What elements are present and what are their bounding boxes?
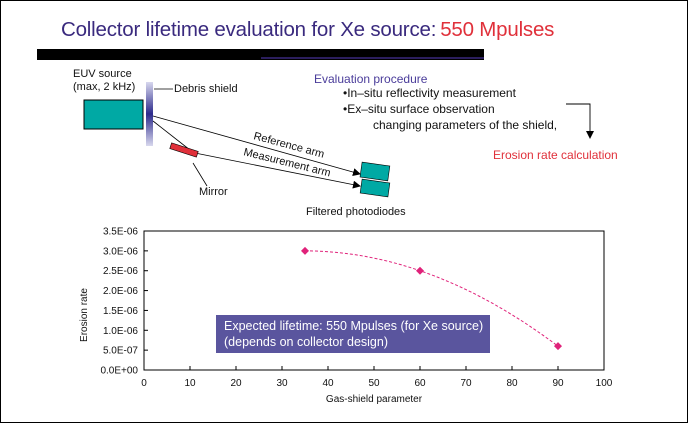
euv-source-label-2: (max, 2 kHz)	[73, 81, 136, 93]
y-tick-label: 3.5E-06	[103, 227, 138, 238]
mirror	[169, 142, 199, 158]
slide-title: Collector lifetime evaluation for Xe sou…	[61, 18, 554, 42]
setup-diagram: Reference arm Measurement arm	[83, 82, 594, 198]
procedure-arrow	[566, 103, 594, 139]
x-tick-label: 30	[276, 378, 288, 389]
photodiodes-label: Filtered photodiodes	[306, 206, 406, 218]
series-trendline	[305, 250, 559, 347]
y-axis-ticks: 0.0E+00 5.0E-07 1.0E-06 1.5E-06 2.0E-06 2.5E-…	[100, 227, 148, 377]
y-tick-label: 2.5E-06	[103, 266, 138, 277]
lifetime-annotation: Expected lifetime: 550 Mpulses (for Xe s…	[216, 315, 490, 353]
data-point-marker	[416, 266, 424, 275]
erosion-rate-chart: 0.0E+00 5.0E-07 1.0E-06 1.5E-06 2.0E-06 2.5E-…	[79, 227, 613, 406]
title-accent: 550 Mpulses	[440, 18, 555, 41]
y-tick-label: 1.5E-06	[103, 306, 138, 317]
procedure-title: Evaluation procedure	[314, 72, 428, 86]
y-axis-label: Erosion rate	[79, 288, 90, 342]
y-tick-label: 0.0E+00	[100, 366, 138, 377]
x-tick-label: 90	[552, 378, 564, 389]
y-tick-label: 2.0E-06	[103, 286, 138, 297]
euv-source-label-1: EUV source	[73, 68, 132, 80]
reference-arm-beam	[152, 115, 361, 176]
mirror-label: Mirror	[199, 186, 228, 198]
data-point-marker	[301, 246, 309, 255]
procedure-result: Erosion rate calculation	[493, 148, 618, 162]
x-tick-label: 70	[460, 378, 472, 389]
euv-source-box	[83, 99, 144, 130]
data-point-marker	[554, 342, 562, 351]
photodiode-measurement	[359, 178, 391, 198]
annotation-line-2: (depends on collector design)	[224, 335, 388, 349]
x-tick-label: 100	[596, 378, 613, 389]
title-rule	[37, 49, 484, 60]
title-text: Collector lifetime evaluation for Xe sou…	[61, 18, 437, 41]
debris-shield	[146, 82, 153, 146]
x-axis-ticks: 0 10 20 30 40 50 60 70 80 90 100	[141, 366, 613, 389]
procedure-item-2: •Ex–situ surface observation	[343, 102, 495, 116]
x-tick-label: 50	[368, 378, 380, 389]
procedure-sub-item: changing parameters of the shield,	[373, 118, 558, 132]
debris-shield-label: Debris shield	[174, 83, 238, 95]
title-rule-accent	[261, 57, 484, 59]
x-tick-label: 0	[141, 378, 147, 389]
annotation-line-1: Expected lifetime: 550 Mpulses (for Xe s…	[224, 319, 484, 333]
x-tick-label: 20	[230, 378, 242, 389]
x-axis-label: Gas-shield parameter	[326, 394, 423, 405]
procedure-item-1: •In–situ reflectivity measurement	[343, 86, 516, 100]
x-tick-label: 10	[184, 378, 196, 389]
x-tick-label: 40	[322, 378, 334, 389]
source-to-mirror-beam	[152, 120, 191, 151]
y-tick-label: 1.0E-06	[103, 326, 138, 337]
y-tick-label: 5.0E-07	[103, 346, 138, 357]
x-tick-label: 60	[414, 378, 426, 389]
x-tick-label: 80	[506, 378, 518, 389]
y-tick-label: 3.0E-06	[103, 246, 138, 257]
mirror-leader	[192, 162, 208, 187]
measurement-arm-beam	[194, 152, 361, 189]
photodiode-reference	[359, 161, 391, 182]
